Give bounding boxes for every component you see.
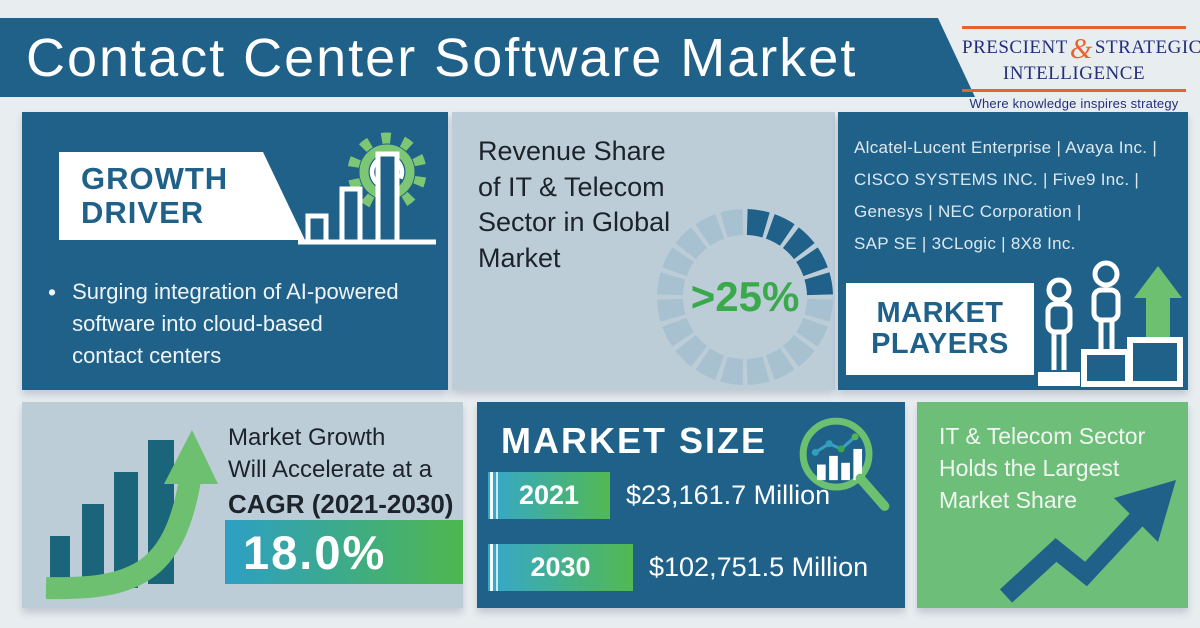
logo-rule-bottom [962, 89, 1186, 93]
donut-segment [720, 209, 744, 238]
gear-bar-chart-icon [298, 132, 436, 245]
growth-driver-label-line2: DRIVER [81, 195, 205, 230]
market-players-label-line2: PLAYERS [871, 328, 1009, 360]
cagr-value-bar: 18.0% [225, 520, 463, 584]
donut-segment [657, 272, 686, 296]
sector-share-panel: IT & Telecom Sector Holds the Largest Ma… [917, 402, 1188, 608]
company-list-line4: SAP SE | 3CLogic | 8X8 Inc. [854, 234, 1076, 253]
year-bar-2021: 2021 [488, 472, 610, 519]
donut-segment [804, 272, 833, 296]
market-players-label: MARKET PLAYERS [846, 283, 1034, 375]
company-list-line3: Genesys | NEC Corporation | [854, 202, 1082, 221]
revenue-share-title-line3: Sector in Global [478, 207, 671, 238]
donut-center-value: >25% [690, 273, 800, 320]
header-banner: Contact Center Software Market [0, 18, 975, 97]
growth-driver-label: GROWTH DRIVER [59, 152, 305, 240]
company-list-line1: Alcatel-Lucent Enterprise | Avaya Inc. | [854, 138, 1158, 157]
growth-driver-label-line1: GROWTH [81, 160, 229, 196]
revenue-share-title-line1: Revenue Share [478, 136, 666, 166]
growth-driver-text-line1: Surging integration of AI-powered [72, 279, 399, 304]
logo-name-right: STRATEGIC [1094, 37, 1200, 58]
page-title: Contact Center Software Market [26, 27, 858, 88]
logo-rule-top [962, 26, 1186, 29]
revenue-share-title-line2: of IT & Telecom [478, 171, 665, 202]
donut-segment [765, 214, 795, 246]
growth-driver-text-line3: contact centers [72, 342, 222, 368]
market-size-panel: MARKET SIZE 2021 $23,161.7 Million 2030 … [477, 402, 905, 608]
sector-share-line3: Market Share [939, 487, 1078, 514]
growth-driver-bullet: • Surging integration of AI-powered soft… [48, 276, 399, 372]
donut-segment [657, 298, 686, 322]
sector-share-line2: Holds the Largest [939, 455, 1120, 482]
year-label-2021: 2021 [518, 480, 580, 510]
revenue-share-title-line4: Market [478, 242, 561, 273]
logo-name-left: PRESCIENT [962, 37, 1068, 58]
cagr-value: 18.0% [243, 525, 387, 579]
market-size-row-2030: 2030 $102,751.5 Million [488, 544, 868, 591]
logo-tagline: Where knowledge inspires strategy [969, 96, 1179, 112]
donut-segment [746, 356, 770, 385]
magnifier-chart-icon [799, 417, 890, 511]
donut-segment [746, 209, 770, 238]
cagr-text: Market Growth Will Accelerate at a CAGR … [228, 422, 453, 522]
donut-segment [765, 348, 795, 380]
donut-segment [796, 247, 828, 277]
market-players-panel: Alcatel-Lucent Enterprise | Avaya Inc. |… [838, 112, 1188, 390]
year-bar-2030: 2030 [488, 544, 633, 591]
company-list-line2: CISCO SYSTEMS INC. | Five9 Inc. | [854, 170, 1140, 189]
donut-segment [662, 247, 694, 277]
growth-driver-text: Surging integration of AI-powered softwa… [72, 276, 399, 372]
donut-segment [675, 227, 708, 260]
donut-segment [804, 298, 833, 322]
donut-segment [662, 317, 694, 347]
market-players-label-line1: MARKET [876, 296, 1004, 329]
market-size-value-2021: $23,161.7 Million [626, 480, 831, 510]
market-size-title: MARKET SIZE [501, 420, 768, 461]
donut-segment [695, 348, 725, 380]
sector-share-line1: IT & Telecom Sector [939, 423, 1146, 449]
company-list: Alcatel-Lucent Enterprise | Avaya Inc. |… [854, 132, 1157, 260]
donut-segment [720, 356, 744, 385]
donut-chart [657, 209, 833, 385]
sector-share-text: IT & Telecom Sector Holds the Largest Ma… [939, 420, 1145, 517]
revenue-share-panel: Revenue Share of IT & Telecom Sector in … [452, 112, 835, 390]
company-logo: PRESCIENT& STRATEGIC INTELLIGENCE Where k… [962, 26, 1200, 112]
logo-name-line1: PRESCIENT& STRATEGIC [962, 33, 1200, 65]
growth-driver-text-line2: software into cloud-based [72, 310, 323, 336]
year-label-2030: 2030 [530, 552, 591, 582]
donut-segment [782, 334, 815, 367]
cagr-text-line2: Will Accelerate at a [228, 456, 433, 484]
logo-name-line2: INTELLIGENCE [1002, 63, 1146, 85]
market-size-row-2021: 2021 $23,161.7 Million [488, 472, 830, 519]
cagr-period: CAGR (2021-2030) [228, 488, 454, 519]
cagr-text-line1: Market Growth [228, 424, 386, 451]
donut-segment [695, 214, 725, 246]
growth-bars-arrow-icon [45, 430, 218, 600]
zigzag-up-arrow-icon [999, 480, 1176, 603]
podium-people-arrow-icon [1038, 260, 1183, 387]
growth-driver-panel: GROWTH DRIVER • Surging integration of A… [22, 112, 448, 390]
bullet-dot: • [48, 279, 57, 305]
cagr-panel: Market Growth Will Accelerate at a CAGR … [22, 402, 463, 608]
revenue-share-title: Revenue Share of IT & Telecom Sector in … [478, 134, 670, 277]
donut-segment [782, 227, 815, 260]
logo-ampersand: & [1069, 33, 1093, 65]
donut-segment [796, 317, 828, 347]
market-size-value-2030: $102,751.5 Million [649, 552, 869, 582]
donut-segment [675, 334, 708, 367]
